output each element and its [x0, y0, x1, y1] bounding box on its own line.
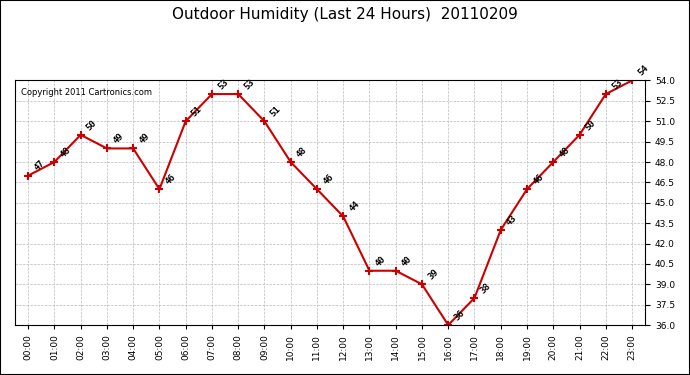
Text: 54: 54	[636, 64, 650, 78]
Text: 46: 46	[531, 172, 545, 186]
Text: 36: 36	[453, 308, 466, 322]
Text: 40: 40	[373, 254, 388, 268]
Text: 49: 49	[111, 132, 125, 146]
Text: 43: 43	[505, 213, 519, 227]
Text: 51: 51	[190, 105, 204, 118]
Text: 51: 51	[268, 105, 283, 118]
Text: 48: 48	[295, 145, 309, 159]
Text: 53: 53	[216, 77, 230, 91]
Text: Copyright 2011 Cartronics.com: Copyright 2011 Cartronics.com	[21, 88, 152, 97]
Text: Outdoor Humidity (Last 24 Hours)  20110209: Outdoor Humidity (Last 24 Hours) 2011020…	[172, 8, 518, 22]
Text: 46: 46	[321, 172, 335, 186]
Text: 48: 48	[59, 145, 72, 159]
Text: 48: 48	[558, 145, 571, 159]
Text: 46: 46	[164, 172, 177, 186]
Text: 39: 39	[426, 268, 440, 282]
Text: 47: 47	[32, 159, 46, 173]
Text: 53: 53	[610, 77, 624, 91]
Text: 40: 40	[400, 254, 414, 268]
Text: 53: 53	[242, 77, 256, 91]
Text: 44: 44	[347, 200, 362, 214]
Text: 38: 38	[479, 281, 493, 295]
Text: 50: 50	[584, 118, 598, 132]
Text: 49: 49	[137, 132, 151, 146]
Text: 50: 50	[85, 118, 99, 132]
